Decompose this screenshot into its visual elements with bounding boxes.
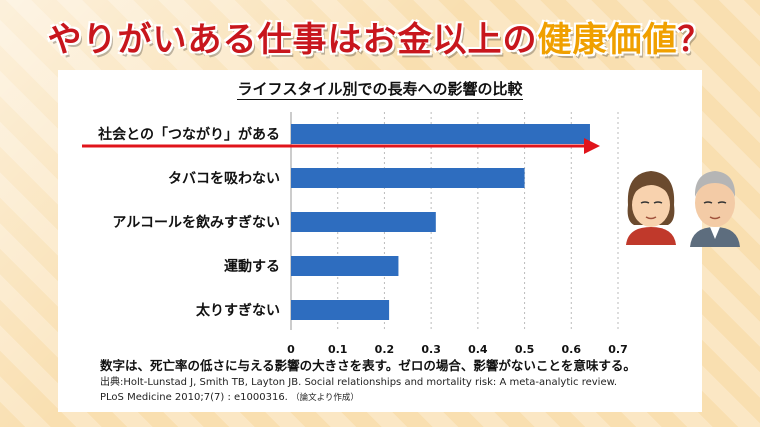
bar [291,212,436,232]
x-tick-label: 0.7 [608,343,628,356]
category-label: アルコールを飲みすぎない [112,214,280,231]
source-line2-note: （論文より作成） [291,393,359,403]
category-label: タバコを吸わない [168,171,280,187]
source-line1: 出典:Holt-Lunstad J, Smith TB, Layton JB. … [100,377,618,388]
x-tick-label: 0.2 [375,343,395,356]
x-tick-label: 0.4 [468,343,488,356]
highlight-arrow-head [584,138,600,154]
category-label: 太りすぎない [196,302,280,319]
source-line2: PLoS Medicine 2010;7(7) : e1000316. [100,392,288,403]
bar [291,124,590,144]
elderly-man-illustration [690,171,740,247]
bar [291,300,390,320]
headline-part2: はお金以上の [327,20,538,60]
source-citation: 出典:Holt-Lunstad J, Smith TB, Layton JB. … [100,375,690,406]
bar [291,256,399,276]
x-tick-label: 0.3 [421,343,441,356]
headline: やりがいある仕事はお金以上の健康価値？ [0,12,760,61]
category-label: 社会との「つながり」がある [97,126,280,143]
chart-title: ライフスタイル別での長寿への影響の比較 [0,78,760,100]
headline-part4: ？ [677,20,713,60]
headline-part3: 健康価値 [537,20,678,60]
x-tick-label: 0 [287,343,295,356]
headline-part1: やりがいある仕事 [47,20,328,60]
chart-note: 数字は、死亡率の低さに与える影響の大きさを表す。ゼロの場合、影響がないことを意味… [100,358,636,373]
x-tick-label: 0.6 [562,343,582,356]
category-label: 運動する [224,258,280,275]
bar [291,168,525,188]
chart-title-text: ライフスタイル別での長寿への影響の比較 [237,80,523,100]
x-tick-label: 0.5 [515,343,535,356]
elderly-woman-illustration [626,171,676,245]
x-tick-label: 0.1 [328,343,348,356]
